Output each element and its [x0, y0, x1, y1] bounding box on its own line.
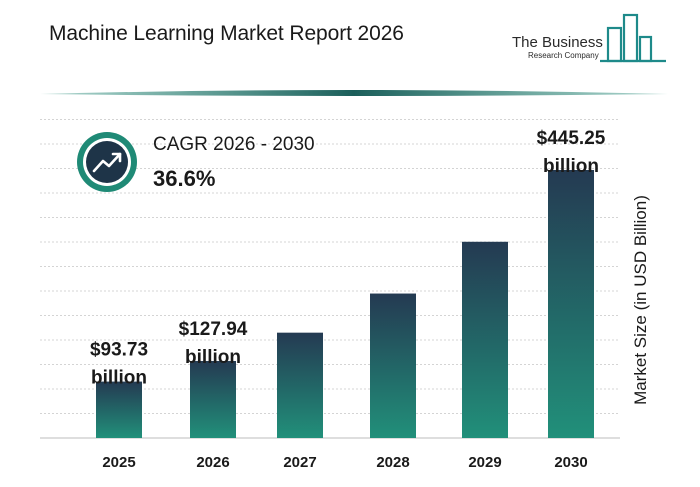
data-label-2025-line2: billion — [91, 368, 147, 389]
data-label-2025-line1: $93.73 — [90, 340, 148, 361]
data-label-2030-line1: $445.25 — [537, 128, 606, 149]
x-tick-labels: 2025 2026 2027 2028 2029 2030 — [102, 454, 587, 471]
cagr-value: 36.6% — [153, 166, 216, 191]
x-tick-2028: 2028 — [376, 454, 409, 471]
data-labels: $93.73 billion $127.94 billion $445.25 billio… — [90, 128, 606, 389]
company-logo: The Business Research Company — [508, 10, 668, 65]
x-tick-2029: 2029 — [468, 454, 501, 471]
bar-2030 — [548, 170, 594, 438]
trend-up-icon — [77, 132, 137, 192]
header-divider — [40, 90, 668, 96]
data-label-2026-line1: $127.94 — [179, 319, 248, 340]
logo-subtitle: Research Company — [528, 51, 599, 60]
bar-2027 — [277, 332, 323, 438]
bar-2029 — [462, 241, 508, 438]
page-title: Machine Learning Market Report 2026 — [49, 22, 404, 45]
bar-2025 — [96, 381, 142, 438]
x-tick-2025: 2025 — [102, 454, 135, 471]
data-label-2026-line2: billion — [185, 347, 241, 368]
bar-2028 — [370, 293, 416, 438]
x-tick-2030: 2030 — [554, 454, 587, 471]
logo-name: The Business — [512, 34, 603, 51]
bars — [96, 170, 594, 438]
y-axis-label: Market Size (in USD Billion) — [631, 195, 650, 405]
x-tick-2027: 2027 — [283, 454, 316, 471]
data-label-2030-line2: billion — [543, 156, 599, 177]
cagr-label: CAGR 2026 - 2030 — [153, 134, 315, 155]
bar-2026 — [190, 360, 236, 438]
x-tick-2026: 2026 — [196, 454, 229, 471]
logo-buildings-icon — [600, 13, 666, 63]
